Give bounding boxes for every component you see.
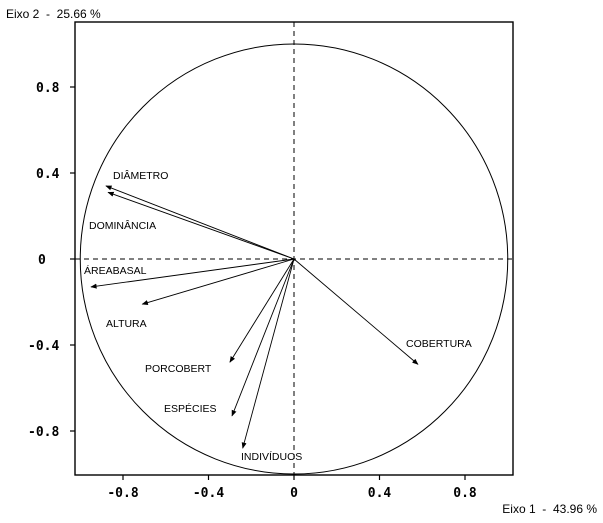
vector-cobertura bbox=[293, 258, 419, 365]
vector-label-diametro: DIÂMETRO bbox=[113, 169, 168, 182]
vector-diametro bbox=[105, 185, 295, 260]
vector-label-areabasal: ÁREABASAL bbox=[84, 264, 147, 277]
x-axis-title: Eixo 1 - 43.96 % bbox=[502, 502, 597, 516]
y-tick-label: 0.8 bbox=[36, 81, 60, 96]
y-tick-label: -0.8 bbox=[28, 425, 59, 440]
vector-porcobert bbox=[229, 258, 295, 363]
vector-label-especies: ESPÉCIES bbox=[164, 402, 217, 415]
y-tick-label: 0 bbox=[38, 253, 46, 268]
vector-label-individuos: INDIVÍDUOS bbox=[241, 450, 302, 463]
x-tick-label: 0.4 bbox=[368, 486, 392, 501]
x-tick-label: 0 bbox=[290, 486, 298, 501]
y-tick-label: 0.4 bbox=[36, 167, 60, 182]
variable-vectors: DIÂMETRO DOMINÂNCIA ÁREABASAL ALTURA PORCOBE… bbox=[84, 169, 472, 463]
vector-label-porcobert: PORCOBERT bbox=[145, 363, 212, 375]
vector-dominancia bbox=[107, 191, 295, 260]
vector-label-cobertura: COBERTURA bbox=[406, 338, 472, 350]
x-tick-label: 0.8 bbox=[453, 486, 477, 501]
vector-areabasal bbox=[90, 258, 295, 289]
vector-especies bbox=[231, 258, 295, 417]
vector-individuos bbox=[241, 258, 295, 449]
vector-altura bbox=[141, 258, 295, 305]
y-tick-label: -0.4 bbox=[28, 339, 59, 354]
x-tick-label: -0.4 bbox=[193, 486, 224, 501]
vector-label-dominancia: DOMINÂNCIA bbox=[89, 219, 156, 232]
y-axis-ticks: 0.8 0.4 0 -0.4 -0.8 bbox=[28, 81, 75, 440]
x-tick-label: -0.8 bbox=[107, 486, 138, 501]
x-axis-ticks: -0.8 -0.4 0 0.4 0.8 bbox=[107, 475, 477, 501]
vector-label-altura: ALTURA bbox=[106, 318, 147, 330]
y-axis-title: Eixo 2 - 25.66 % bbox=[6, 7, 101, 21]
